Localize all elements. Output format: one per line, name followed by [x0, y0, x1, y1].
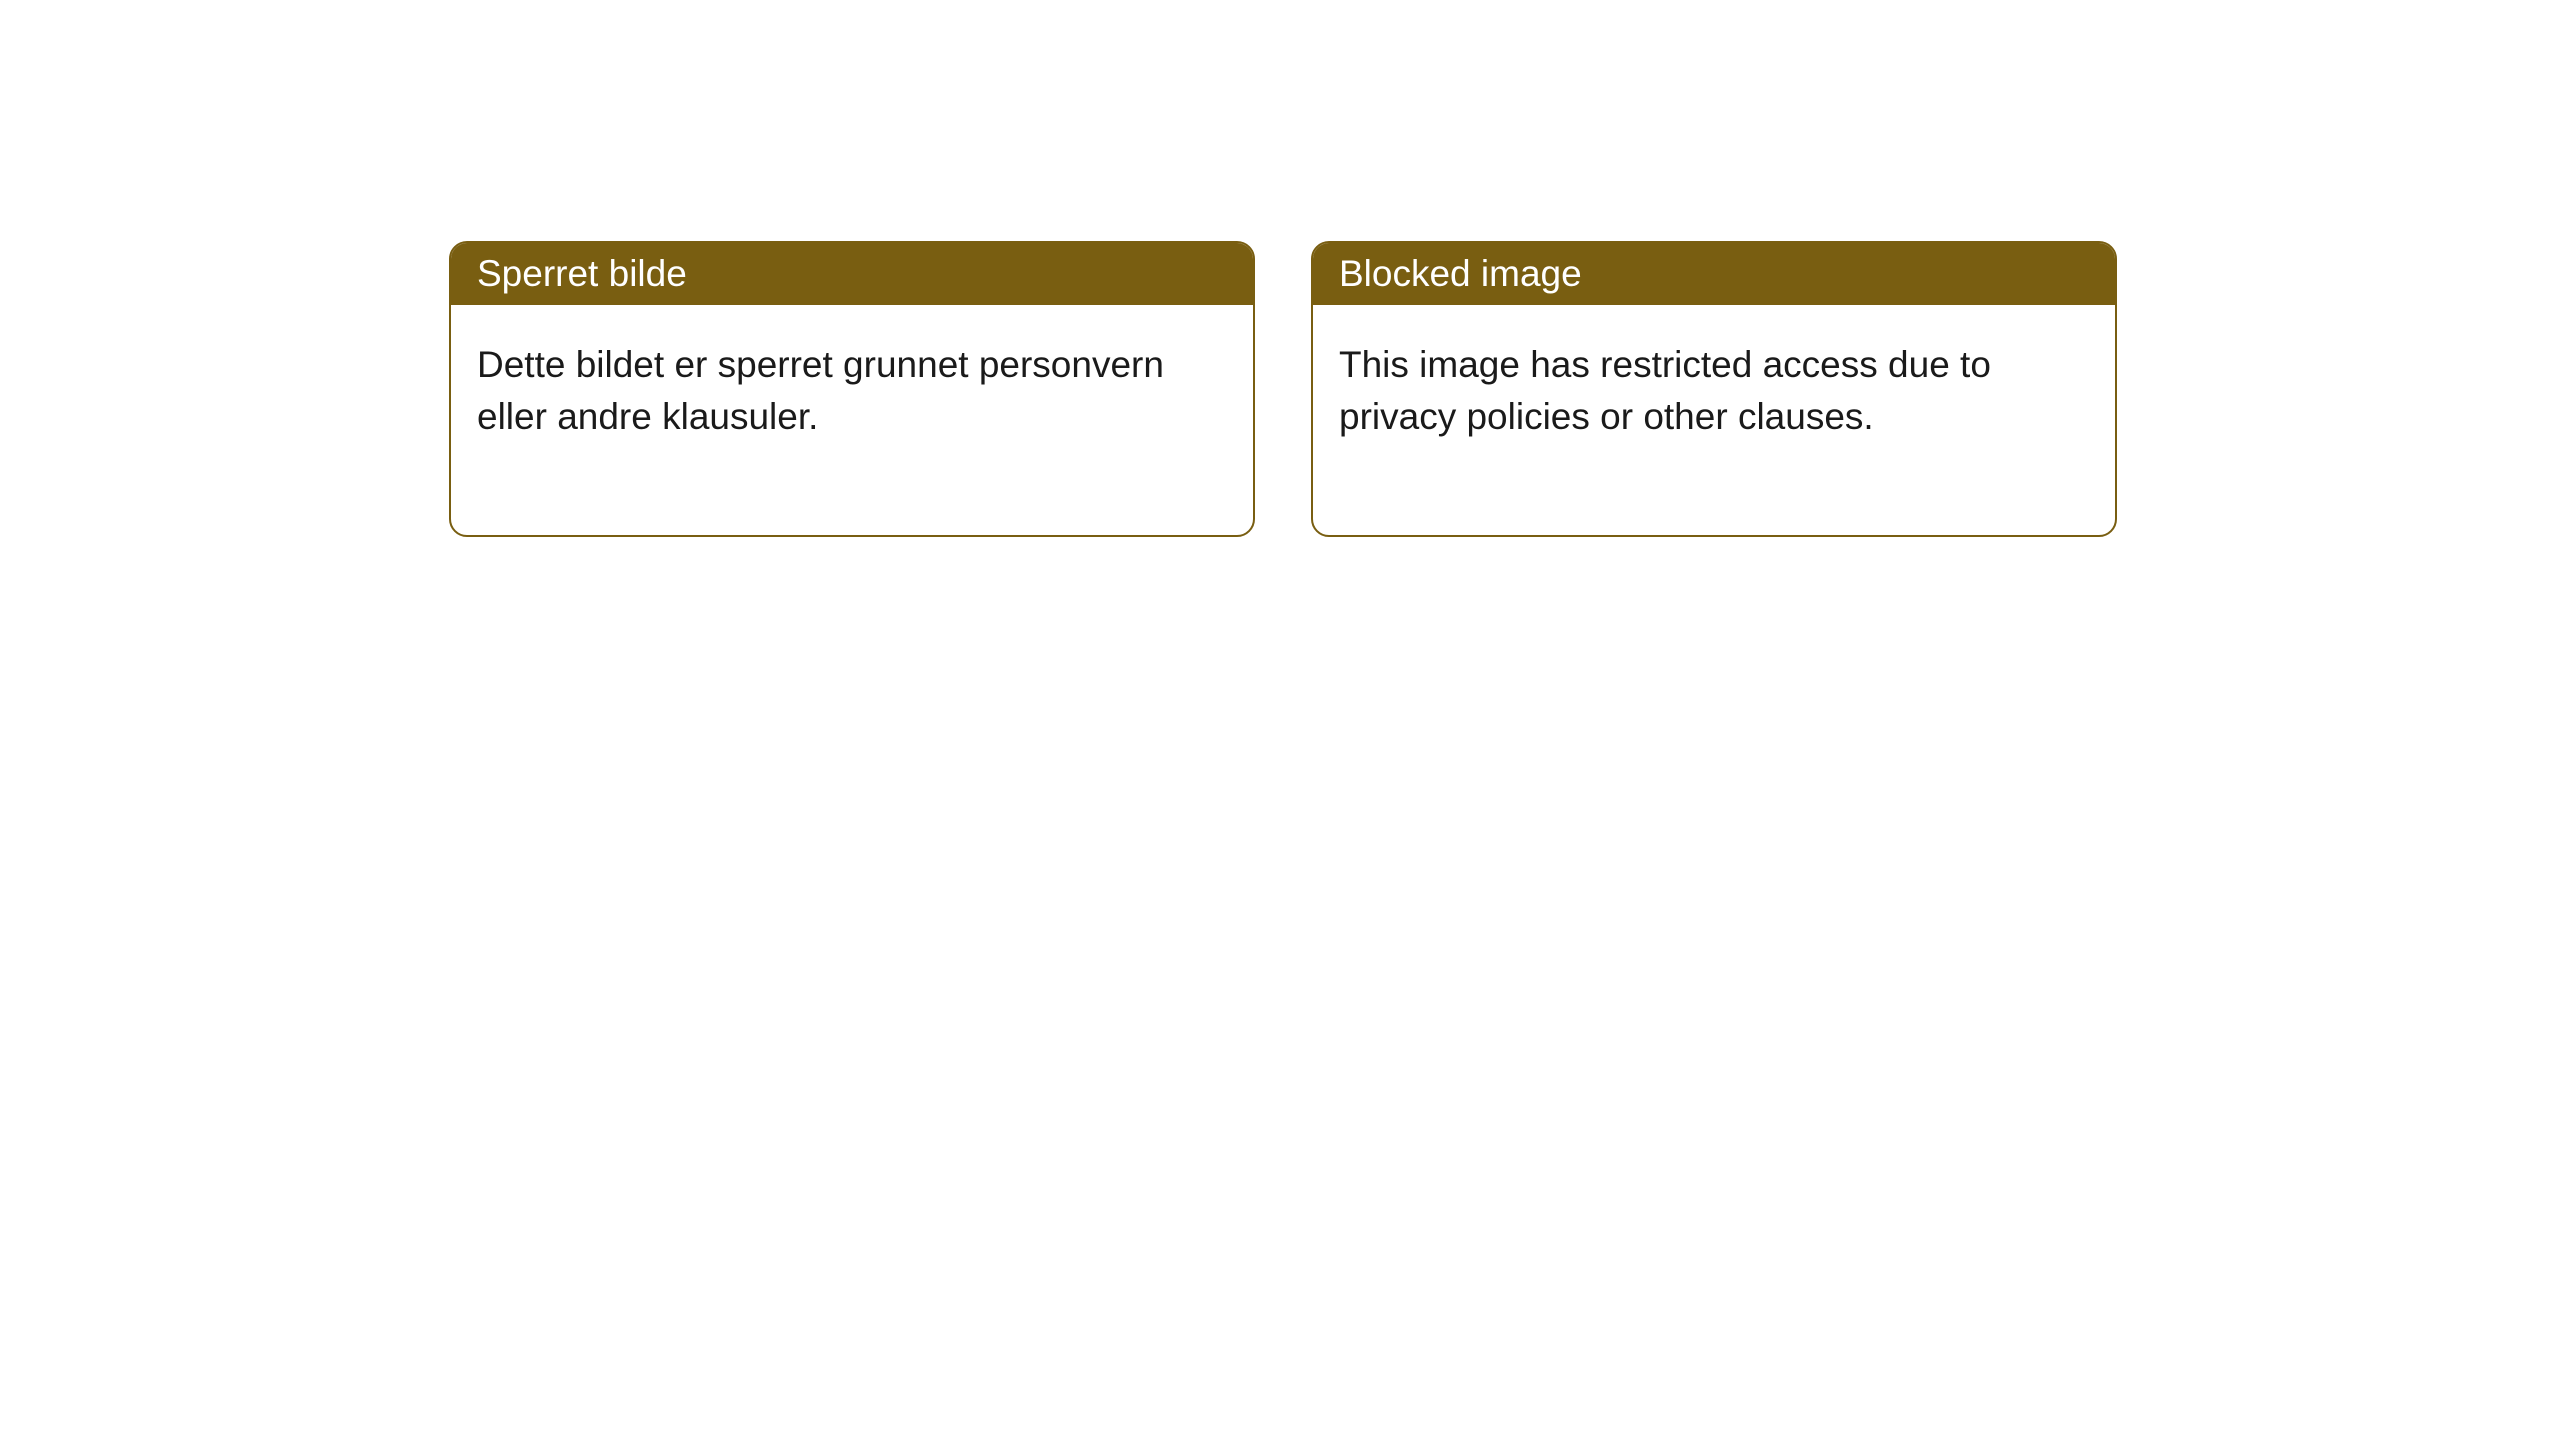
- notice-text: This image has restricted access due to …: [1339, 344, 1991, 437]
- notice-card-norwegian: Sperret bilde Dette bildet er sperret gr…: [449, 241, 1255, 537]
- notice-title: Blocked image: [1339, 253, 1582, 294]
- notice-container: Sperret bilde Dette bildet er sperret gr…: [449, 241, 2117, 537]
- notice-header: Blocked image: [1313, 243, 2115, 305]
- notice-card-english: Blocked image This image has restricted …: [1311, 241, 2117, 537]
- notice-header: Sperret bilde: [451, 243, 1253, 305]
- notice-text: Dette bildet er sperret grunnet personve…: [477, 344, 1164, 437]
- notice-body: Dette bildet er sperret grunnet personve…: [451, 305, 1253, 535]
- notice-title: Sperret bilde: [477, 253, 687, 294]
- notice-body: This image has restricted access due to …: [1313, 305, 2115, 535]
